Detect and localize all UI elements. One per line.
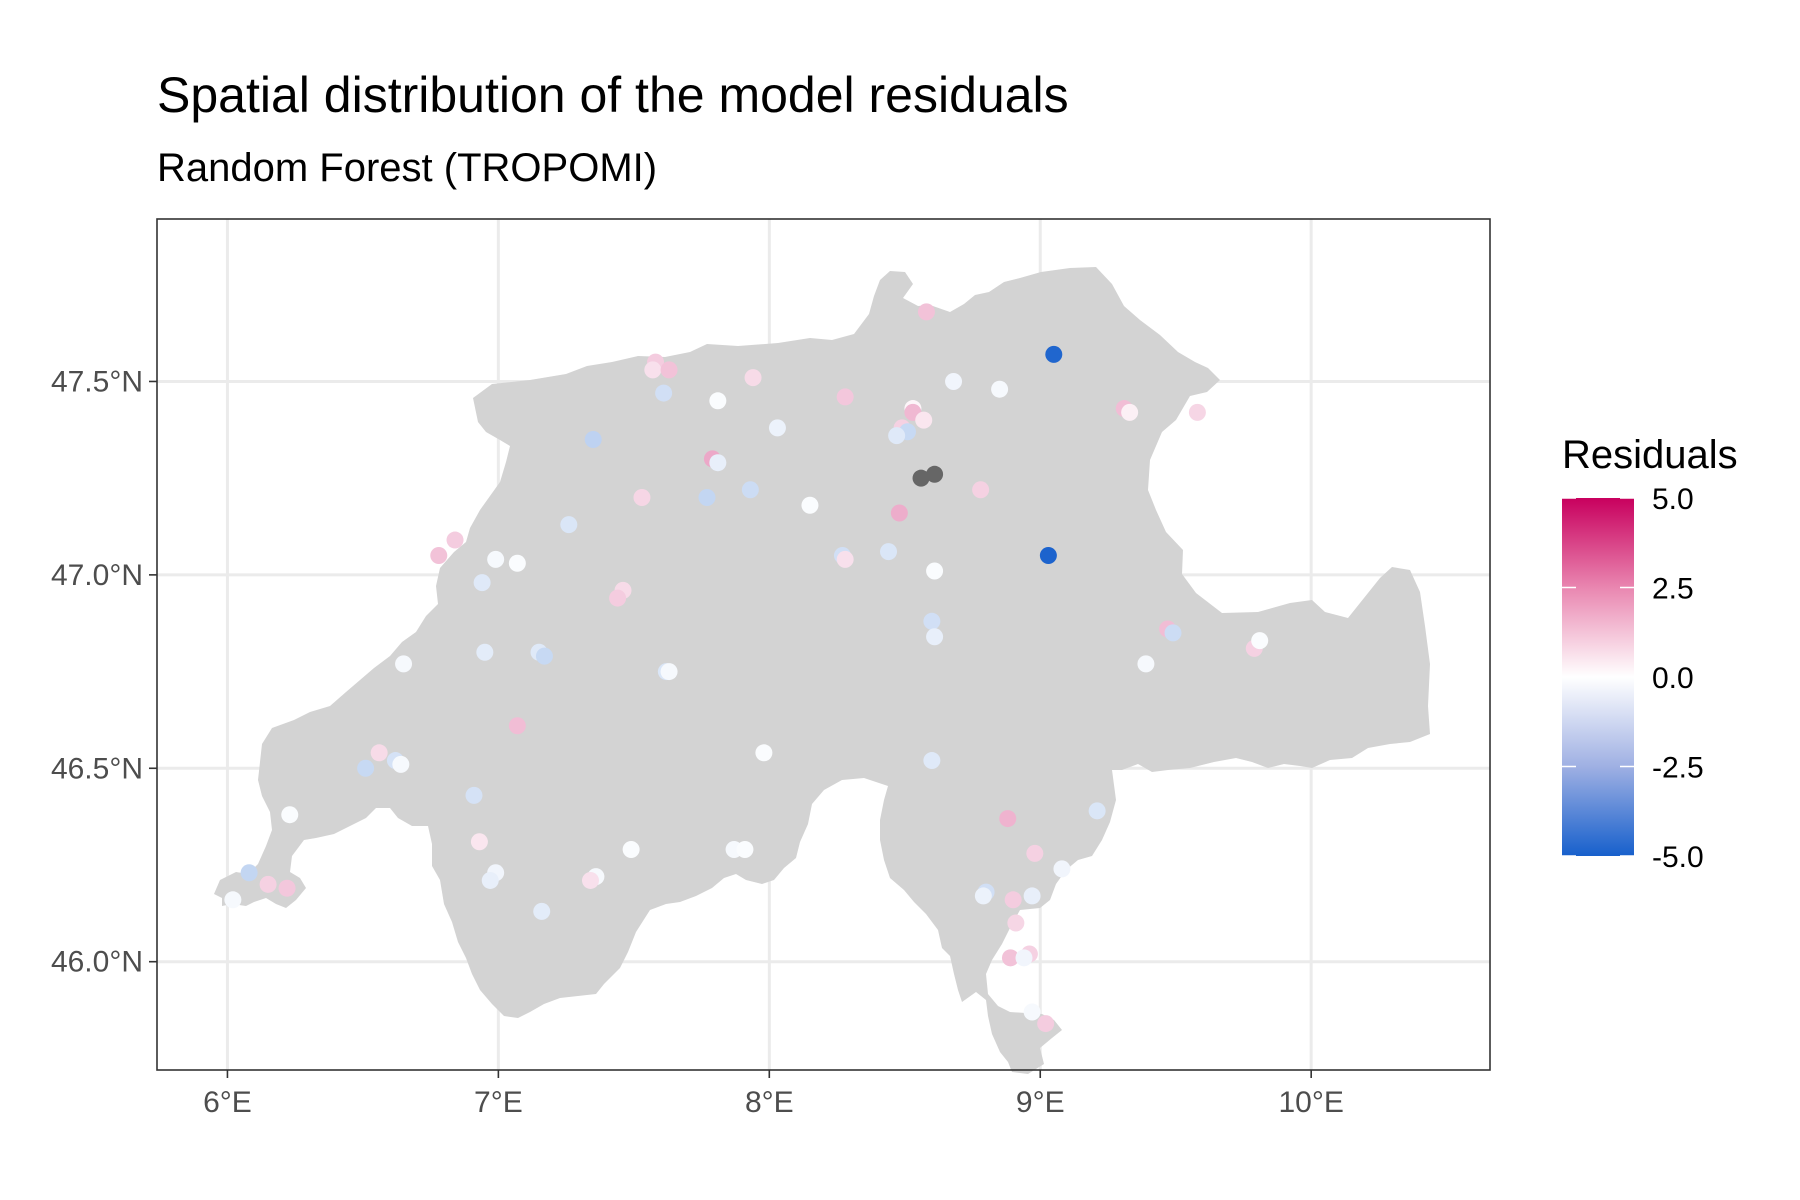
station-point	[923, 612, 941, 630]
station-point	[281, 806, 299, 824]
plot-subtitle: Random Forest (TROPOMI)	[157, 146, 658, 190]
station-point	[1001, 949, 1019, 967]
station-point	[1088, 802, 1106, 820]
station-point	[370, 744, 388, 762]
station-point	[836, 550, 854, 568]
legend: Residuals 5.0 2.5 0.0 -2.5 -5.0	[1562, 433, 1738, 874]
station-point	[1053, 860, 1071, 878]
y-tick-label: 46.5°N	[51, 752, 143, 785]
station-point	[644, 361, 662, 379]
station-point	[392, 755, 410, 773]
station-point	[912, 469, 930, 487]
station-point	[923, 752, 941, 770]
station-point	[476, 643, 494, 661]
station-point	[533, 902, 551, 920]
station-point	[508, 717, 526, 735]
station-point	[357, 759, 375, 777]
station-point	[278, 879, 296, 897]
station-point	[1164, 624, 1182, 642]
station-point	[1039, 547, 1057, 565]
station-point	[926, 628, 944, 646]
station-point	[487, 550, 505, 568]
station-point	[917, 303, 935, 321]
station-point	[1026, 844, 1044, 862]
station-point	[755, 744, 773, 762]
station-point	[890, 504, 908, 522]
station-point	[1137, 655, 1155, 673]
station-point	[1037, 1015, 1055, 1033]
station-point	[741, 481, 759, 499]
station-point	[709, 392, 727, 410]
station-point	[446, 531, 464, 549]
station-point	[915, 411, 933, 429]
station-point	[945, 372, 963, 390]
legend-label: -5.0	[1652, 841, 1704, 874]
station-point	[1007, 914, 1025, 932]
legend-title: Residuals	[1562, 433, 1738, 477]
station-point	[1251, 632, 1269, 650]
station-point	[991, 380, 1009, 398]
station-point	[560, 516, 578, 534]
station-point	[974, 887, 992, 905]
legend-label: 5.0	[1652, 483, 1694, 516]
station-point	[470, 833, 488, 851]
station-point	[508, 554, 526, 572]
station-point	[1015, 949, 1033, 967]
legend-label: -2.5	[1652, 752, 1704, 785]
legend-label: 2.5	[1652, 573, 1694, 606]
legend-label: 0.0	[1652, 662, 1694, 695]
station-point	[1023, 887, 1041, 905]
y-tick-label: 46.0°N	[51, 946, 143, 979]
station-point	[581, 871, 599, 889]
station-point	[736, 841, 754, 859]
x-tick-label: 8°E	[745, 1086, 794, 1119]
station-point	[655, 384, 673, 402]
station-point	[224, 891, 242, 909]
x-tick-label: 10°E	[1278, 1086, 1343, 1119]
station-point	[836, 388, 854, 406]
x-tick-label: 7°E	[474, 1086, 523, 1119]
station-point	[698, 489, 716, 507]
y-tick-label: 47.0°N	[51, 559, 143, 592]
plot-title: Spatial distribution of the model residu…	[157, 67, 1069, 123]
station-point	[926, 562, 944, 580]
y-tick-label: 47.5°N	[51, 365, 143, 398]
station-point	[709, 454, 727, 472]
station-point	[1045, 345, 1063, 363]
station-point	[744, 369, 762, 387]
station-point	[880, 543, 898, 561]
station-point	[473, 574, 491, 592]
station-point	[240, 864, 258, 882]
station-point	[660, 663, 678, 681]
station-point	[609, 589, 627, 607]
station-point	[430, 547, 448, 565]
x-tick-label: 9°E	[1016, 1086, 1065, 1119]
station-point	[465, 786, 483, 804]
station-point	[584, 430, 602, 448]
station-points	[224, 303, 1269, 1033]
station-point	[535, 647, 553, 665]
station-point	[1121, 403, 1139, 421]
station-point	[395, 655, 413, 673]
axes: 6°E 7°E 8°E 9°E 10°E 46.0°N 46.5°N 47.0°N 47.5°N	[51, 365, 1344, 1119]
station-point	[768, 419, 786, 437]
country-outline	[214, 267, 1430, 1074]
panel-border	[156, 218, 1491, 1071]
station-point	[1188, 403, 1206, 421]
station-point	[972, 481, 990, 499]
x-tick-label: 6°E	[203, 1086, 252, 1119]
station-point	[999, 810, 1017, 828]
station-point	[660, 361, 678, 379]
station-point	[888, 427, 906, 445]
station-point	[259, 875, 277, 893]
station-point	[481, 871, 499, 889]
station-point	[926, 465, 944, 483]
station-point	[1023, 1003, 1041, 1021]
station-point	[1004, 891, 1022, 909]
station-point	[622, 841, 640, 859]
station-point	[801, 496, 819, 514]
station-point	[633, 489, 651, 507]
